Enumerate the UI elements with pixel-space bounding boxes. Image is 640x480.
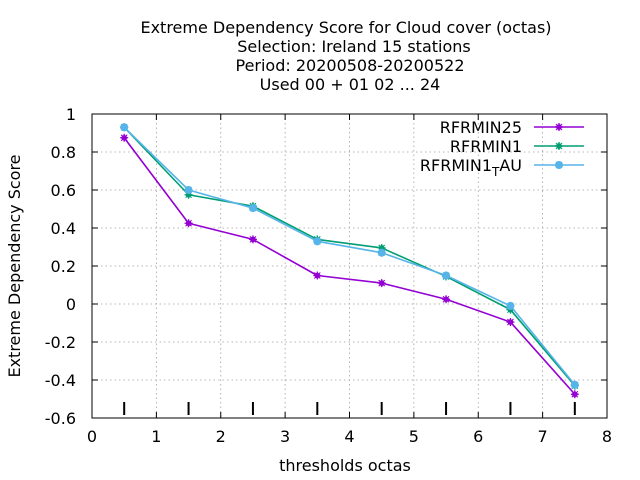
data-point-rfrmin1-tau xyxy=(506,302,514,310)
legend-label-rfrmin1-tau: RFRMIN1TAU xyxy=(420,156,522,179)
data-point-rfrmin1-tau xyxy=(185,186,193,194)
data-point-rfrmin1-tau xyxy=(378,249,386,257)
data-point-rfrmin1-tau xyxy=(442,272,450,280)
y-tick-label: -0.4 xyxy=(45,371,76,390)
x-tick-label: 0 xyxy=(87,427,97,446)
x-tick-label: 7 xyxy=(538,427,548,446)
legend-marker-glyph xyxy=(555,142,563,150)
data-point-rfrmin1-tau xyxy=(120,123,128,131)
y-tick-label: 0.6 xyxy=(51,181,76,200)
x-tick-label: 5 xyxy=(409,427,419,446)
title-line-3: Period: 20200508-20200522 xyxy=(235,56,464,75)
x-tick-label: 3 xyxy=(280,427,290,446)
legend-marker-rfrmin25 xyxy=(555,123,563,131)
data-point-rfrmin25 xyxy=(185,219,193,227)
y-tick-label: -0.2 xyxy=(45,333,76,352)
legend-marker-glyph xyxy=(555,161,563,169)
x-tick-label: 6 xyxy=(473,427,483,446)
data-point-rfrmin25 xyxy=(442,295,450,303)
data-point-rfrmin1-tau xyxy=(249,204,257,212)
data-point-rfrmin1-tau xyxy=(313,237,321,245)
y-tick-label: 0.8 xyxy=(51,143,76,162)
data-point-rfrmin25 xyxy=(249,235,257,243)
legend-label-rfrmin25: RFRMIN25 xyxy=(440,118,522,137)
y-tick-label: 0.2 xyxy=(51,257,76,276)
legend-marker-rfrmin1 xyxy=(555,142,563,150)
grid-lines xyxy=(92,114,607,418)
title-line-4: Used 00 + 01 02 ... 24 xyxy=(260,75,441,94)
x-tick-labels: 0 1 2 3 4 5 6 7 8 xyxy=(87,427,612,446)
data-point-rfrmin25 xyxy=(571,390,579,398)
x-tick-label: 2 xyxy=(216,427,226,446)
y-tick-label: 0 xyxy=(66,295,76,314)
legend-label-rfrmin1: RFRMIN1 xyxy=(450,137,522,156)
y-tick-labels: 1 0.8 0.6 0.4 0.2 0 -0.2 -0.4 -0.6 xyxy=(45,105,76,428)
title-line-1: Extreme Dependency Score for Cloud cover… xyxy=(140,18,551,37)
data-point-rfrmin25 xyxy=(506,318,514,326)
legend: RFRMIN25 RFRMIN1 RFRMIN1TAU xyxy=(420,118,584,179)
y-tick-label: -0.6 xyxy=(45,409,76,428)
chart-title: Extreme Dependency Score for Cloud cover… xyxy=(140,18,551,94)
y-tick-label: 0.4 xyxy=(51,219,76,238)
title-line-2: Selection: Ireland 15 stations xyxy=(237,37,470,56)
data-point-rfrmin1-tau xyxy=(571,381,579,389)
x-axis-label: thresholds octas xyxy=(279,456,411,475)
legend-marker-glyph xyxy=(555,123,563,131)
y-axis-label: Extreme Dependency Score xyxy=(5,154,24,377)
legend-marker-rfrmin1-tau xyxy=(555,161,563,169)
x-tick-label: 4 xyxy=(344,427,354,446)
data-point-rfrmin25 xyxy=(120,134,128,142)
x-tick-label: 8 xyxy=(602,427,612,446)
x-tick-label: 1 xyxy=(151,427,161,446)
y-tick-label: 1 xyxy=(66,105,76,124)
data-point-rfrmin25 xyxy=(378,279,386,287)
data-point-rfrmin25 xyxy=(313,272,321,280)
